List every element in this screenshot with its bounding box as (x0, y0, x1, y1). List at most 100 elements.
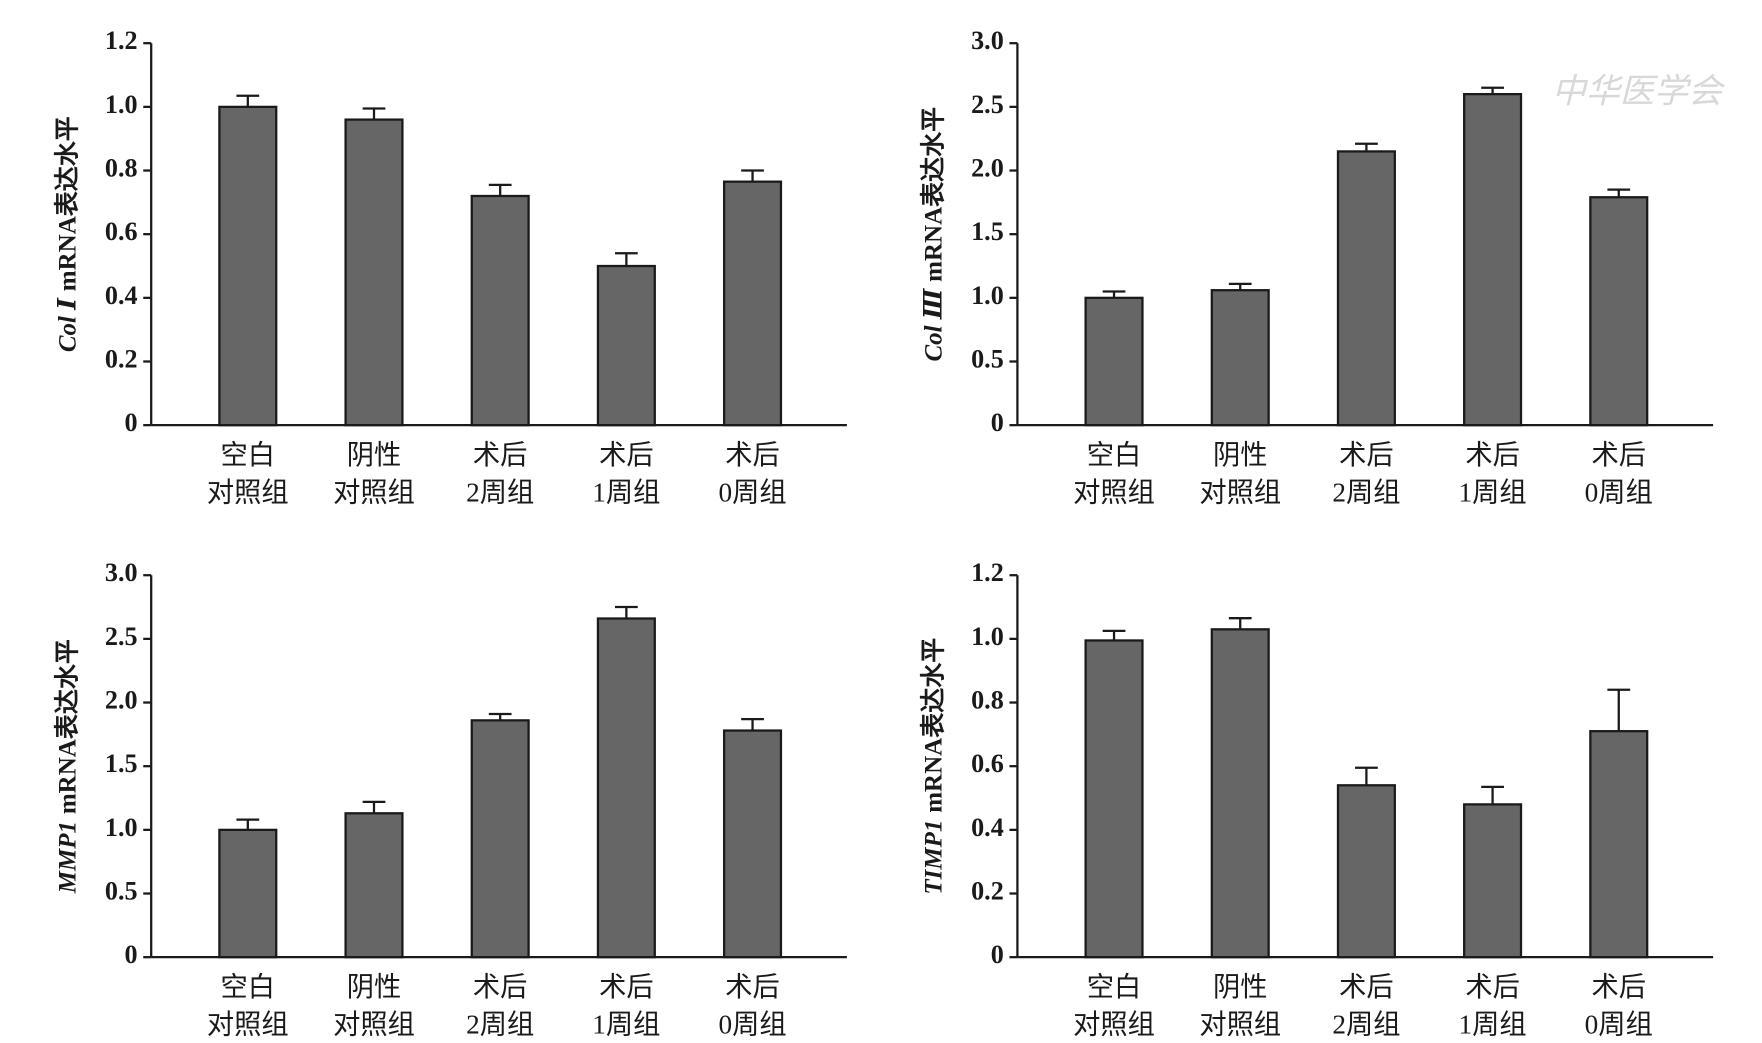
bar (1589, 196, 1649, 427)
x-tick-label: 术后 (1339, 440, 1394, 470)
y-axis-label: MMP1 mRNA表达水平 (53, 639, 81, 894)
x-tick-label: 术后 (599, 440, 654, 470)
y-tick-label: 3.0 (971, 26, 1004, 55)
y-tick-label: 1.2 (105, 26, 138, 55)
bar (218, 105, 278, 427)
x-tick-label: 术后 (1339, 972, 1394, 1002)
y-tick-label: 0.4 (971, 813, 1004, 842)
y-tick-label: 0.4 (105, 281, 138, 310)
y-tick-label: 2.0 (105, 686, 138, 715)
x-tick-label: 空白 (1087, 972, 1142, 1002)
x-tick-label: 0周组 (718, 477, 786, 507)
y-tick-label: 2.5 (105, 622, 138, 651)
x-tick-label: 阴性 (347, 972, 402, 1002)
x-tick-label: 对照组 (1199, 1009, 1281, 1039)
bar (1589, 730, 1649, 959)
x-tick-label: 术后 (725, 440, 780, 470)
x-tick-label: 术后 (725, 972, 780, 1002)
x-tick-label: 1周组 (1458, 1009, 1526, 1039)
bar (1463, 92, 1523, 427)
bar (1084, 296, 1144, 427)
x-tick-label: 2周组 (1332, 477, 1400, 507)
bar (470, 719, 530, 959)
y-tick-label: 0.6 (971, 749, 1004, 778)
x-tick-label: 对照组 (333, 477, 415, 507)
x-tick-label: 0周组 (1585, 477, 1653, 507)
label-text: mRNA表达水平 (53, 639, 81, 814)
y-tick-label: 1.5 (105, 749, 138, 778)
label-text: mRNA表达水平 (919, 638, 947, 813)
x-tick-label: 对照组 (1073, 1009, 1155, 1039)
gene-name: TIMP1 (920, 820, 947, 895)
y-tick-label: 0.6 (105, 217, 138, 246)
x-tick-label: 术后 (1465, 972, 1520, 1002)
x-tick-label: 0周组 (1585, 1009, 1653, 1039)
y-axis-label: TIMP1 mRNA表达水平 (919, 638, 947, 895)
y-tick-label: 1.0 (105, 90, 138, 119)
x-tick-label: 1周组 (1458, 477, 1526, 507)
x-tick-label: 阴性 (1213, 440, 1268, 470)
gene-name: Col Ⅲ (920, 287, 947, 361)
y-tick-label: 0 (991, 408, 1004, 437)
x-tick-label: 术后 (1592, 972, 1647, 1002)
x-tick-label: 对照组 (333, 1009, 415, 1039)
y-tick-label: 0.2 (971, 877, 1004, 906)
y-tick-label: 1.0 (105, 813, 138, 842)
x-tick-label: 空白 (221, 440, 276, 470)
x-tick-label: 阴性 (1213, 972, 1268, 1002)
y-tick-label: 1.0 (971, 622, 1004, 651)
x-tick-label: 1周组 (592, 477, 660, 507)
y-tick-label: 0.5 (971, 344, 1004, 373)
bar (1336, 150, 1396, 427)
y-tick-label: 1.5 (971, 217, 1004, 246)
y-tick-label: 0 (124, 940, 137, 969)
bar (1336, 784, 1396, 959)
y-tick-label: 0 (124, 408, 137, 437)
label-text: mRNA表达水平 (53, 116, 81, 291)
label-text: mRNA表达水平 (919, 107, 947, 282)
y-tick-label: 2.0 (971, 154, 1004, 183)
y-tick-label: 1.0 (971, 281, 1004, 310)
x-tick-label: 2周组 (1332, 1009, 1400, 1039)
bar (722, 729, 783, 959)
bar (722, 180, 783, 427)
y-tick-label: 3.0 (105, 558, 138, 587)
x-tick-label: 2周组 (466, 1009, 534, 1039)
gene-name: MMP1 (54, 821, 81, 894)
x-tick-label: 术后 (473, 972, 528, 1002)
x-tick-label: 对照组 (1073, 477, 1155, 507)
x-tick-label: 空白 (1087, 440, 1142, 470)
bar (596, 617, 656, 959)
bar (344, 118, 404, 427)
bar (596, 264, 656, 427)
x-tick-label: 0周组 (718, 1009, 786, 1039)
y-tick-label: 0.2 (105, 344, 138, 373)
x-tick-label: 1周组 (592, 1009, 660, 1039)
bar (1463, 803, 1523, 959)
gene-name: Col Ⅰ (54, 297, 81, 352)
y-tick-label: 1.2 (971, 558, 1004, 587)
x-tick-label: 空白 (221, 972, 276, 1002)
y-tick-label: 0.8 (971, 686, 1004, 715)
y-tick-label: 0 (991, 940, 1004, 969)
bar (1210, 628, 1270, 959)
y-tick-label: 0.5 (105, 877, 138, 906)
y-tick-label: 0.8 (105, 154, 138, 183)
y-axis-label: Col Ⅰ mRNA表达水平 (53, 116, 81, 352)
bar (1084, 639, 1144, 959)
x-tick-label: 术后 (1592, 440, 1647, 470)
y-tick-label: 2.5 (971, 90, 1004, 119)
x-tick-label: 2周组 (466, 477, 534, 507)
x-tick-label: 术后 (1465, 440, 1520, 470)
x-tick-label: 术后 (599, 972, 654, 1002)
bar (1210, 289, 1270, 427)
bar (470, 194, 530, 427)
x-tick-label: 对照组 (207, 1009, 289, 1039)
x-tick-label: 对照组 (1199, 477, 1281, 507)
bar (218, 828, 278, 959)
